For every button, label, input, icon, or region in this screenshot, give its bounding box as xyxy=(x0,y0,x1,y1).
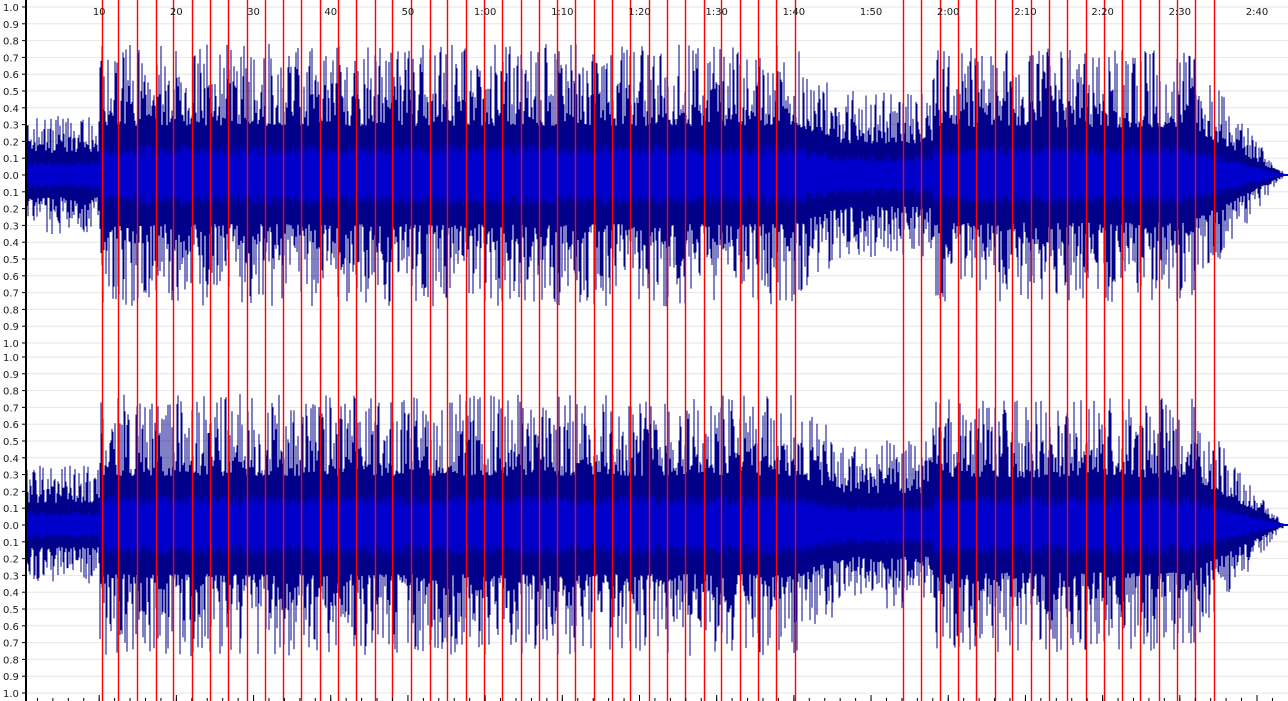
amplitude-label: 0.2 xyxy=(3,137,19,148)
timeline-label: 10 xyxy=(93,7,106,18)
timeline-label: 1:40 xyxy=(783,7,805,18)
beat-marker-layer[interactable] xyxy=(101,0,1216,701)
timeline-label: 1:10 xyxy=(551,7,573,18)
amplitude-label: 0.7 xyxy=(3,53,19,64)
timeline-label: 2:20 xyxy=(1091,7,1113,18)
amplitude-label: 0.2 xyxy=(3,487,19,498)
timeline-label: 40 xyxy=(324,7,337,18)
amplitude-label: 1.0 xyxy=(3,339,19,350)
amplitude-label: 0.5 xyxy=(3,605,19,616)
amplitude-label: 0.2 xyxy=(3,205,19,216)
amplitude-label: 0.5 xyxy=(3,87,19,98)
amplitude-label: 0.3 xyxy=(3,571,19,582)
amplitude-label: 0.1 xyxy=(3,154,19,165)
ruler-background xyxy=(0,0,26,701)
amplitude-label: 0.5 xyxy=(3,437,19,448)
timeline-label: 1:30 xyxy=(705,7,727,18)
amplitude-label: 1.0 xyxy=(3,353,19,364)
amplitude-label: 0.2 xyxy=(3,555,19,566)
amplitude-label: 1.0 xyxy=(3,689,19,700)
timeline-label: 1:20 xyxy=(628,7,650,18)
amplitude-label: 0.3 xyxy=(3,471,19,482)
amplitude-label: 0.4 xyxy=(3,588,19,599)
amplitude-label: 0.8 xyxy=(3,305,19,316)
amplitude-label: 0.8 xyxy=(3,37,19,48)
timeline-label: 1:50 xyxy=(860,7,882,18)
amplitude-label: 1.0 xyxy=(3,3,19,14)
timeline-label: 1:00 xyxy=(474,7,496,18)
amplitude-label: 0.0 xyxy=(3,521,19,532)
timeline-label: 2:10 xyxy=(1014,7,1036,18)
amplitude-label: 0.8 xyxy=(3,387,19,398)
amplitude-label: 0.7 xyxy=(3,403,19,414)
amplitude-label: 0.1 xyxy=(3,504,19,515)
amplitude-label: 0.9 xyxy=(3,672,19,683)
amplitude-label: 0.1 xyxy=(3,538,19,549)
timeline-label: 2:00 xyxy=(937,7,959,18)
amplitude-label: 0.6 xyxy=(3,622,19,633)
amplitude-label: 0.4 xyxy=(3,238,19,249)
timeline-label: 30 xyxy=(247,7,260,18)
timeline-label: 20 xyxy=(170,7,183,18)
amplitude-ruler: 1.0 0.9 0.8 0.7 0.6 0.5 0.4 0.3 0.2 0.1 0.0 0.1 0.2 0… xyxy=(0,0,27,701)
amplitude-label: 0.8 xyxy=(3,655,19,666)
amplitude-label: 0.3 xyxy=(3,121,19,132)
timeline-label: 2:30 xyxy=(1169,7,1191,18)
amplitude-label: 0.6 xyxy=(3,272,19,283)
amplitude-label: 0.6 xyxy=(3,70,19,81)
amplitude-label: 0.9 xyxy=(3,370,19,381)
amplitude-label: 0.3 xyxy=(3,221,19,232)
amplitude-label: 0.1 xyxy=(3,188,19,199)
amplitude-label: 0.4 xyxy=(3,454,19,465)
amplitude-label: 0.4 xyxy=(3,104,19,115)
timeline-label: 2:40 xyxy=(1246,7,1268,18)
amplitude-label: 0.6 xyxy=(3,420,19,431)
waveform-layer xyxy=(25,43,1288,657)
amplitude-label: 0.0 xyxy=(3,171,19,182)
timeline-label: 50 xyxy=(402,7,415,18)
amplitude-label: 0.7 xyxy=(3,639,19,650)
amplitude-label: 0.9 xyxy=(3,322,19,333)
amplitude-label: 0.9 xyxy=(3,20,19,31)
amplitude-label: 0.5 xyxy=(3,255,19,266)
amplitude-label: 0.7 xyxy=(3,289,19,300)
